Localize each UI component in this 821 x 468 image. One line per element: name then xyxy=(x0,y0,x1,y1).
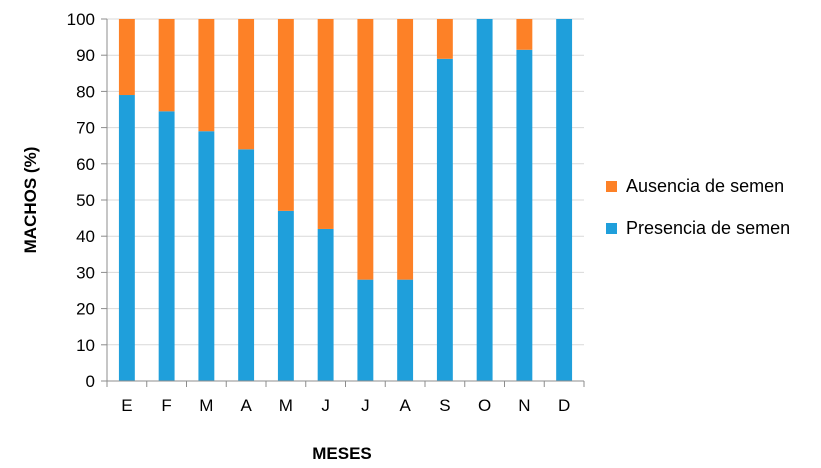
bar-segment xyxy=(397,279,414,381)
y-tick-label: 10 xyxy=(76,336,95,355)
bar-segment xyxy=(158,111,175,381)
bar-segment xyxy=(317,228,334,381)
bar-segment xyxy=(357,279,374,381)
x-tick-label: A xyxy=(399,396,411,415)
x-tick-label: E xyxy=(121,396,132,415)
bar-segment xyxy=(277,210,294,381)
x-tick-label: A xyxy=(240,396,252,415)
legend-label: Ausencia de semen xyxy=(626,176,784,196)
bar-segment xyxy=(516,19,533,50)
bar-segment xyxy=(317,19,334,229)
y-tick-label: 50 xyxy=(76,191,95,210)
legend-swatch xyxy=(606,223,617,234)
bar-segment xyxy=(198,131,215,381)
y-tick-label: 90 xyxy=(76,46,95,65)
legend: Ausencia de semen Presencia de semen xyxy=(606,176,790,238)
x-tick-label: N xyxy=(518,396,530,415)
x-tick-label: M xyxy=(199,396,213,415)
y-tick-label: 0 xyxy=(86,372,95,391)
x-tick-label: D xyxy=(558,396,570,415)
bars xyxy=(118,19,573,382)
x-axis-title: MESES xyxy=(312,444,372,463)
y-tick-label: 80 xyxy=(76,82,95,101)
axes xyxy=(106,19,584,382)
x-tick-label: O xyxy=(478,396,491,415)
y-axis-title: MACHOS (%) xyxy=(21,147,40,254)
bar-segment xyxy=(357,19,374,280)
legend-swatch xyxy=(606,181,617,192)
bar-segment xyxy=(238,149,255,381)
x-tick-label: J xyxy=(361,396,370,415)
bar-segment xyxy=(238,19,255,150)
x-tick-label: S xyxy=(439,396,450,415)
bar-segment xyxy=(436,19,453,59)
y-tick-label: 20 xyxy=(76,300,95,319)
bar-segment xyxy=(158,19,175,112)
x-tick-label: F xyxy=(161,396,171,415)
bar-segment xyxy=(397,19,414,280)
bar-segment xyxy=(436,58,453,381)
gridlines xyxy=(101,18,585,387)
y-tick-label: 30 xyxy=(76,263,95,282)
bar-segment xyxy=(118,19,135,96)
x-tick-label: M xyxy=(279,396,293,415)
y-tick-label: 70 xyxy=(76,119,95,138)
x-tick-label: J xyxy=(321,396,330,415)
bar-segment xyxy=(198,19,215,132)
y-tick-labels: 0 10 20 30 40 50 60 70 80 90 100 xyxy=(67,10,95,391)
bar-segment xyxy=(516,49,533,382)
legend-label: Presencia de semen xyxy=(626,218,790,238)
y-tick-label: 60 xyxy=(76,155,95,174)
y-tick-label: 40 xyxy=(76,227,95,246)
y-tick-label: 100 xyxy=(67,10,95,29)
bar-segment xyxy=(277,19,294,211)
bar-segment xyxy=(118,95,135,382)
bar-segment xyxy=(476,19,493,381)
bar-segment xyxy=(556,19,573,381)
